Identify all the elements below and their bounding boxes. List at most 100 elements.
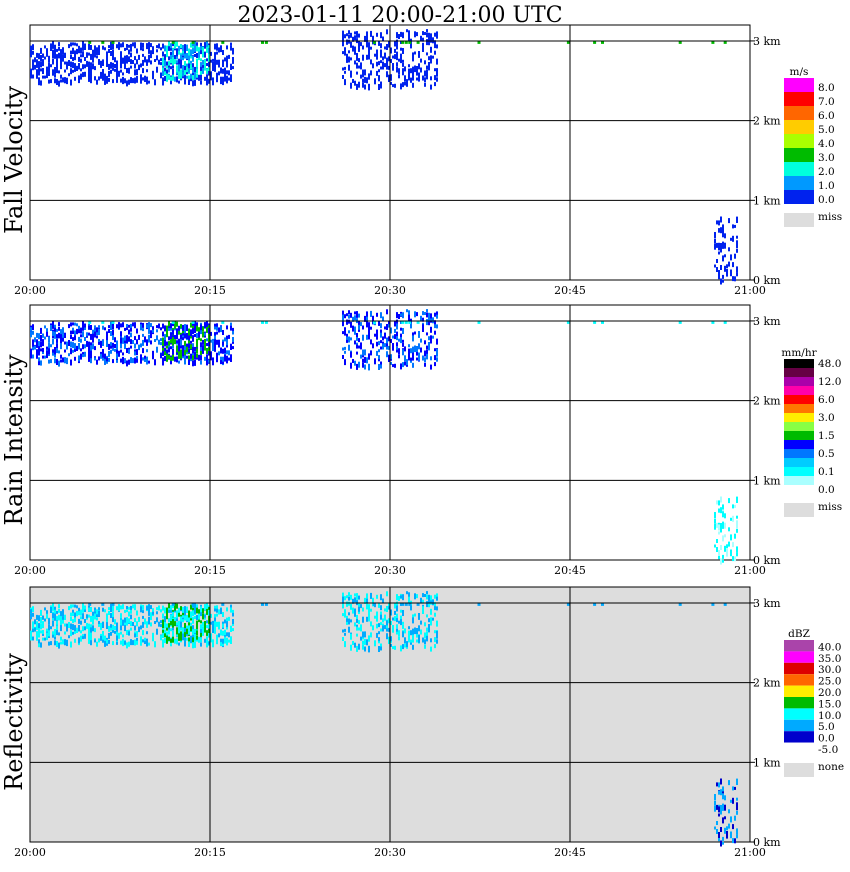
echo-cell — [112, 50, 114, 56]
echo-cell — [60, 641, 62, 645]
echo-cell — [410, 348, 412, 354]
echo-cell — [418, 343, 420, 350]
echo-cell — [148, 322, 150, 327]
echo-cell — [736, 520, 738, 527]
echo-cell — [408, 40, 412, 44]
echo-cell — [230, 626, 232, 632]
echo-cell — [170, 638, 172, 643]
echo-cell — [94, 639, 96, 643]
echo-cell — [222, 356, 224, 362]
echo-cell — [182, 44, 184, 51]
echo-cell — [388, 42, 390, 48]
echo-cell — [42, 615, 44, 620]
echo-cell — [76, 613, 78, 617]
echo-cell — [120, 619, 122, 626]
echo-cell — [90, 53, 92, 60]
echo-cell — [406, 645, 408, 649]
echo-cell — [378, 602, 380, 608]
echo-cell — [46, 632, 48, 637]
echo-cell — [184, 46, 186, 53]
echo-cell — [360, 62, 362, 66]
echo-cell — [716, 267, 718, 272]
echo-cell — [232, 609, 234, 613]
echo-cell — [66, 77, 68, 84]
echo-cell — [170, 52, 172, 57]
echo-cell — [360, 74, 362, 79]
echo-cell — [436, 68, 438, 75]
echo-cell — [124, 625, 126, 632]
echo-cell — [352, 36, 354, 42]
echo-cell — [124, 327, 126, 331]
echo-cell — [678, 602, 682, 606]
echo-cell — [68, 635, 70, 639]
echo-cell — [348, 64, 350, 71]
echo-cell — [34, 345, 36, 350]
echo-cell — [364, 69, 366, 76]
echo-cell — [384, 332, 386, 339]
echo-cell — [228, 350, 230, 356]
echo-cell — [98, 623, 100, 627]
echo-cell — [356, 351, 358, 355]
echo-cell — [74, 330, 76, 336]
echo-cell — [142, 348, 144, 354]
echo-cell — [190, 604, 192, 610]
echo-cell — [388, 76, 390, 82]
echo-cell — [394, 616, 396, 622]
echo-cell — [370, 59, 372, 65]
echo-cell — [342, 67, 344, 71]
echo-cell — [74, 625, 76, 632]
echo-cell — [218, 71, 220, 76]
echo-cell — [216, 356, 218, 363]
echo-cell — [200, 322, 202, 326]
echo-cell — [176, 627, 178, 634]
echo-cell — [370, 326, 372, 330]
echo-cell — [184, 350, 186, 356]
echo-cell — [111, 320, 115, 324]
echo-cell — [182, 65, 184, 72]
echo-cell — [352, 598, 354, 604]
echo-cell — [134, 56, 136, 61]
echo-cell — [434, 330, 436, 335]
echo-cell — [156, 329, 158, 333]
echo-cell — [114, 337, 116, 343]
echo-cell — [354, 611, 356, 617]
echo-cell — [76, 43, 78, 47]
echo-cell — [54, 70, 56, 75]
echo-cell — [136, 621, 138, 627]
echo-cell — [78, 355, 80, 362]
echo-cell — [264, 40, 268, 44]
echo-cell — [144, 336, 146, 343]
echo-cell — [192, 335, 194, 342]
echo-cell — [342, 347, 344, 351]
echo-cell — [418, 333, 420, 338]
echo-cell — [218, 351, 220, 356]
echo-cell — [188, 48, 190, 55]
echo-cell — [214, 621, 216, 627]
echo-cell — [40, 55, 42, 60]
echo-cell — [718, 251, 720, 255]
echo-cell — [40, 623, 42, 630]
echo-cell — [182, 606, 184, 613]
echo-cell — [350, 603, 352, 610]
echo-cell — [426, 631, 428, 636]
echo-cell — [426, 635, 428, 642]
echo-cell — [194, 73, 196, 80]
echo-cell — [172, 611, 174, 617]
echo-cell — [184, 330, 186, 335]
echo-cell — [60, 619, 62, 626]
echo-cell — [136, 610, 138, 616]
echo-cell — [148, 48, 150, 54]
echo-cell — [184, 637, 186, 641]
echo-cell — [428, 321, 430, 326]
echo-cell — [116, 69, 118, 75]
echo-cell — [72, 328, 74, 334]
echo-cell — [410, 605, 412, 611]
echo-cell — [106, 77, 108, 82]
legend-unit: m/s — [790, 66, 809, 78]
echo-cell — [190, 330, 192, 337]
echo-cell — [216, 323, 218, 330]
echo-cell — [396, 319, 398, 324]
echo-cell — [416, 40, 420, 44]
echo-cell — [402, 82, 404, 88]
